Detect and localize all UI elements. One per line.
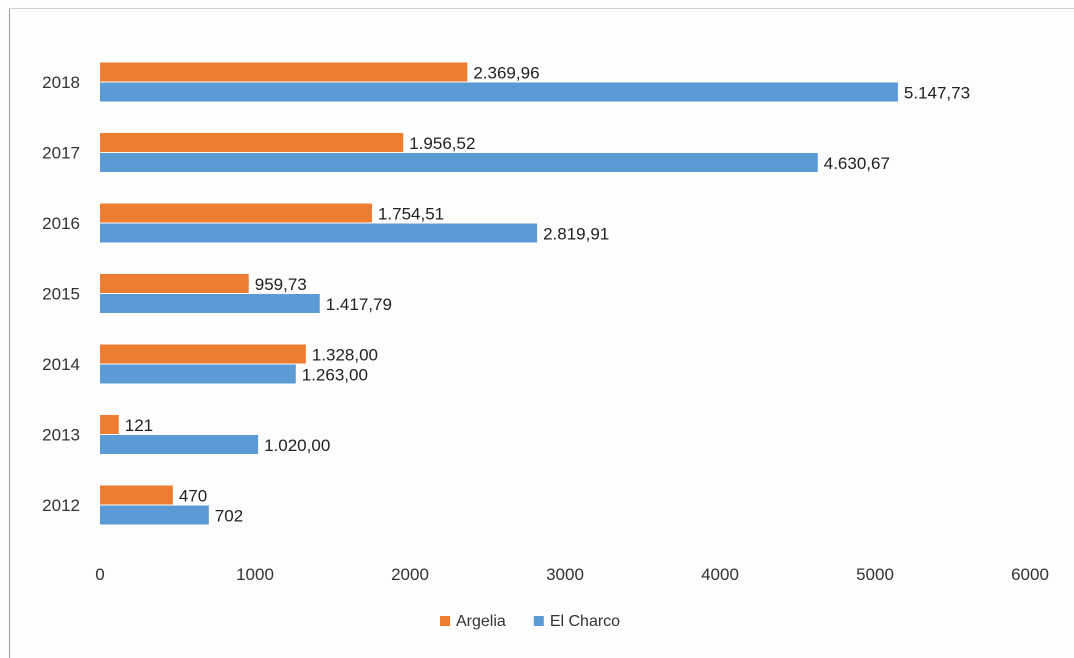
x-tick-label-4000: 4000 [701,565,739,584]
data-label-argelia-2014: 1.328,00 [312,346,378,365]
bar-argelia-2016 [100,203,372,223]
bar-el-charco-2018 [100,82,898,102]
data-label-el-charco-2015: 1.417,79 [326,295,392,314]
data-label-el-charco-2016: 2.819,91 [543,225,609,244]
data-label-el-charco-2017: 4.630,67 [824,154,890,173]
bar-argelia-2015 [100,274,249,293]
category-label-2016: 2016 [42,214,80,233]
data-label-el-charco-2012: 702 [215,507,243,526]
category-label-2018: 2018 [42,73,80,92]
category-label-2017: 2017 [42,144,80,163]
bar-el-charco-2014 [100,364,296,384]
x-tick-label-2000: 2000 [391,565,429,584]
x-tick-label-6000: 6000 [1011,565,1049,584]
data-label-argelia-2013: 121 [125,416,153,435]
bar-argelia-2018 [100,62,468,82]
legend-swatch-argelia [440,616,450,626]
bar-el-charco-2015 [100,294,320,313]
frame-top-border [9,8,1074,9]
data-label-argelia-2017: 1.956,52 [409,134,475,153]
bar-argelia-2014 [100,344,306,364]
data-label-el-charco-2018: 5.147,73 [904,84,970,103]
legend-label-el-charco: El Charco [550,613,620,630]
legend-swatch-el-charco [533,616,544,626]
x-tick-label-0: 0 [95,565,104,584]
category-label-2014: 2014 [42,355,80,374]
data-label-argelia-2012: 470 [179,487,207,506]
data-label-argelia-2018: 2.369,96 [473,64,539,83]
bar-el-charco-2012 [100,505,209,525]
x-tick-label-1000: 1000 [236,565,274,584]
data-label-argelia-2016: 1.754,51 [378,205,444,224]
bar-argelia-2012 [100,485,173,505]
data-label-argelia-2015: 959,73 [255,275,307,294]
category-label-2012: 2012 [42,496,80,515]
bar-argelia-2013 [100,415,119,434]
frame-left-border [9,8,10,658]
x-tick-label-3000: 3000 [546,565,584,584]
x-tick-label-5000: 5000 [856,565,894,584]
bar-el-charco-2013 [100,435,259,454]
data-label-el-charco-2013: 1.020,00 [264,436,330,455]
data-label-el-charco-2014: 1.263,00 [302,366,368,385]
category-label-2015: 2015 [42,285,80,304]
legend-label-argelia: Argelia [456,613,506,630]
category-label-2013: 2013 [42,426,80,445]
bar-el-charco-2016 [100,223,538,243]
bar-argelia-2017 [100,133,404,152]
bar-el-charco-2017 [100,153,818,172]
